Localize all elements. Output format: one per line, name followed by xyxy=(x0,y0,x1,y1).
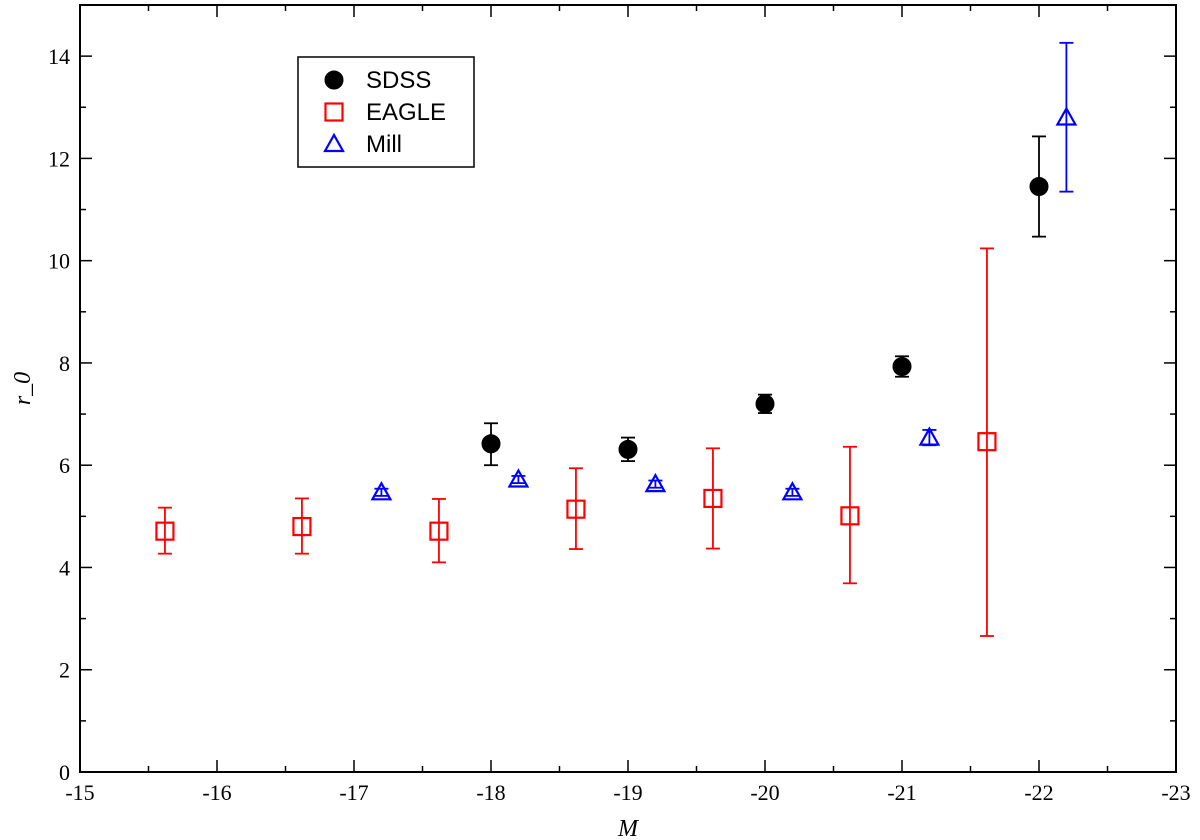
data-point xyxy=(1055,106,1078,126)
plot-frame xyxy=(79,4,1177,773)
series-sdss xyxy=(481,135,1049,467)
y-tick-label: 8 xyxy=(59,351,70,376)
data-point xyxy=(566,499,586,519)
legend-marker-mill xyxy=(323,132,345,153)
data-point xyxy=(1029,177,1049,197)
x-tick-label: -19 xyxy=(613,780,642,805)
data-series xyxy=(155,41,1078,637)
y-tick-label: 10 xyxy=(48,249,70,274)
x-tick-label: -17 xyxy=(339,780,368,805)
y-tick-label: 12 xyxy=(48,146,70,171)
data-point xyxy=(755,394,775,414)
y-axis: 0 2 4 6 8 10 12 14 xyxy=(48,4,1176,785)
y-tick-label: 4 xyxy=(59,555,70,580)
x-tick-label: -22 xyxy=(1024,780,1053,805)
x-axis: -15 -16 -17 -18 -19 -20 -21 -22 -23 xyxy=(65,5,1191,805)
legend-label-sdss: SDSS xyxy=(366,67,431,94)
data-point xyxy=(618,439,638,459)
data-point xyxy=(370,481,393,501)
x-tick-label: -16 xyxy=(202,780,231,805)
x-tick-label: -20 xyxy=(750,780,779,805)
data-point xyxy=(644,472,667,493)
x-tick-label: -23 xyxy=(1161,780,1190,805)
data-point xyxy=(892,357,912,377)
legend-label-eagle: EAGLE xyxy=(366,99,446,126)
legend-marker-sdss xyxy=(324,70,344,90)
x-tick-label: -18 xyxy=(476,780,505,805)
data-point xyxy=(977,432,997,452)
series-eagle xyxy=(155,247,997,637)
y-tick-label: 6 xyxy=(59,453,70,478)
data-point xyxy=(292,516,312,537)
data-point xyxy=(429,521,449,541)
legend-label-mill: Mill xyxy=(366,131,402,158)
data-point xyxy=(507,468,530,488)
data-point xyxy=(918,426,941,446)
data-point xyxy=(481,434,501,454)
x-tick-label: -15 xyxy=(65,780,94,805)
y-tick-label: 14 xyxy=(48,44,70,69)
legend-marker-eagle xyxy=(324,102,344,122)
data-point xyxy=(703,488,723,509)
data-point xyxy=(155,521,175,541)
x-axis-title: M xyxy=(617,816,640,840)
x-tick-label: -21 xyxy=(887,780,916,805)
y-tick-label: 2 xyxy=(59,658,70,683)
y-axis-title: r_0 xyxy=(10,372,36,405)
plot-area xyxy=(79,4,1177,773)
series-mill xyxy=(370,41,1078,501)
legend: SDSS EAGLE Mill xyxy=(297,56,475,168)
data-point xyxy=(781,481,804,501)
data-point xyxy=(840,506,860,526)
y-tick-label: 0 xyxy=(59,760,70,785)
